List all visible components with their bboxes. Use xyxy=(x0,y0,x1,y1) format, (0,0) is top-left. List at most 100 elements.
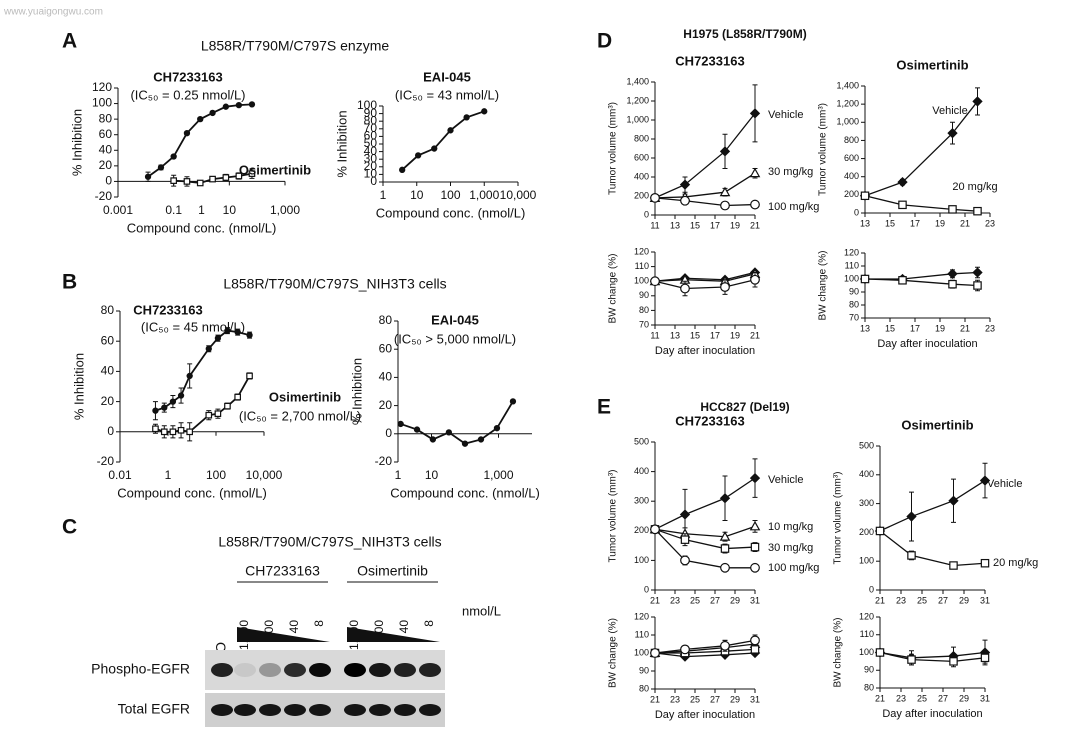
y-tick-label: 80 xyxy=(849,299,859,309)
x-tick-label: 23 xyxy=(896,595,906,605)
y-tick-label: 0 xyxy=(107,424,114,438)
x-tick-label: 29 xyxy=(959,693,969,703)
x-tick-label: 17 xyxy=(910,323,920,333)
marker xyxy=(650,524,660,535)
marker xyxy=(186,372,193,380)
x-tick-label: 19 xyxy=(730,330,740,340)
ic50-label: (IC₅₀ > 5,000 nmol/L) xyxy=(394,331,516,346)
y-tick-label: 80 xyxy=(639,683,649,693)
x-tick-label: 10 xyxy=(425,468,439,482)
y-tick-label: 10 xyxy=(364,167,378,181)
series-label: 20 mg/kg xyxy=(952,181,997,193)
panel-letter: E xyxy=(597,396,611,419)
marker xyxy=(161,404,168,411)
x-tick-label: 10,000 xyxy=(246,468,283,482)
y-tick-label: 100 xyxy=(634,276,649,286)
series-label: 20 mg/kg xyxy=(993,557,1038,569)
marker xyxy=(947,268,958,279)
y-tick-label: 400 xyxy=(859,469,874,479)
y-axis-label: Tumor volume (mm³) xyxy=(833,472,844,565)
y-tick-label: 60 xyxy=(101,333,115,347)
series-line xyxy=(155,329,250,412)
x-tick-label: 15 xyxy=(690,330,700,340)
blot-band xyxy=(344,663,366,677)
blot-band xyxy=(369,704,391,716)
marker xyxy=(980,653,990,663)
series-line xyxy=(654,528,755,569)
x-tick-label: 27 xyxy=(710,595,720,605)
series-line xyxy=(654,112,756,199)
group-label: CH7233163 xyxy=(245,563,320,579)
x-tick-label: 21 xyxy=(750,330,760,340)
y-axis-label: Tumor volume (mm³) xyxy=(608,470,619,563)
x-tick-label: 27 xyxy=(938,595,948,605)
blot-band xyxy=(309,663,331,677)
chart-title: CH7233163 xyxy=(675,413,744,428)
y-tick-label: 120 xyxy=(92,80,112,94)
panel-letter: A xyxy=(62,30,77,53)
marker xyxy=(679,509,691,520)
series-line xyxy=(400,400,514,445)
y-tick-label: -20 xyxy=(375,454,393,468)
y-tick-label: 20 xyxy=(379,398,393,412)
series-label: EAI-045 xyxy=(431,312,479,327)
ic50-label: (IC₅₀ = 0.25 nmol/L) xyxy=(130,87,245,102)
marker xyxy=(493,425,501,432)
marker xyxy=(750,274,760,285)
series-line xyxy=(654,273,756,282)
marker xyxy=(214,410,222,417)
x-tick-label: 100 xyxy=(440,188,460,202)
series-label: 30 mg/kg xyxy=(768,166,813,178)
series-label: Vehicle xyxy=(987,478,1022,490)
y-tick-label: 500 xyxy=(634,436,649,446)
marker xyxy=(875,648,885,657)
marker xyxy=(898,200,907,210)
y-tick-label: 30 xyxy=(364,151,378,165)
marker xyxy=(477,436,485,443)
marker xyxy=(749,167,761,178)
marker xyxy=(749,520,761,531)
y-tick-label: -20 xyxy=(97,454,115,468)
y-tick-label: 110 xyxy=(635,261,649,271)
x-tick-label: 1 xyxy=(380,188,387,202)
x-axis-label: Compound conc. (nmol/L) xyxy=(117,485,267,500)
y-tick-label: 200 xyxy=(844,189,859,199)
y-tick-label: 0 xyxy=(105,174,112,188)
blot-band xyxy=(419,704,441,716)
y-tick-label: 120 xyxy=(844,247,859,257)
marker xyxy=(720,200,730,211)
series-label: 100 mg/kg xyxy=(768,562,819,574)
marker xyxy=(720,544,730,553)
marker xyxy=(980,558,990,568)
y-tick-label: 20 xyxy=(99,158,113,172)
marker xyxy=(397,420,404,428)
marker xyxy=(197,115,204,123)
x-tick-label: 15 xyxy=(690,220,700,230)
y-tick-label: 60 xyxy=(379,341,393,355)
dose-wedge xyxy=(237,627,330,642)
marker xyxy=(720,282,730,292)
marker xyxy=(680,644,690,655)
marker xyxy=(399,166,406,173)
y-tick-label: 300 xyxy=(634,496,649,506)
y-tick-label: 1,400 xyxy=(836,80,859,90)
marker xyxy=(445,429,453,436)
marker xyxy=(235,101,243,109)
x-tick-label: 17 xyxy=(910,218,920,228)
x-axis-label: Day after inoculation xyxy=(882,708,982,720)
y-tick-label: 80 xyxy=(364,113,378,127)
marker xyxy=(979,475,991,486)
y-tick-label: 40 xyxy=(364,144,378,158)
y-tick-label: 120 xyxy=(859,611,874,621)
series-line xyxy=(655,648,756,654)
marker xyxy=(169,428,177,436)
y-tick-label: 90 xyxy=(639,290,649,300)
x-tick-label: 1 xyxy=(395,468,402,482)
y-tick-label: 100 xyxy=(859,647,874,657)
series-line xyxy=(879,480,986,532)
x-tick-label: 1,000 xyxy=(270,203,300,217)
x-tick-label: 25 xyxy=(917,693,927,703)
y-tick-label: 90 xyxy=(639,665,649,675)
series-label: EAI-045 xyxy=(423,69,471,84)
watermark: www.yuaigongwu.com xyxy=(3,7,103,18)
